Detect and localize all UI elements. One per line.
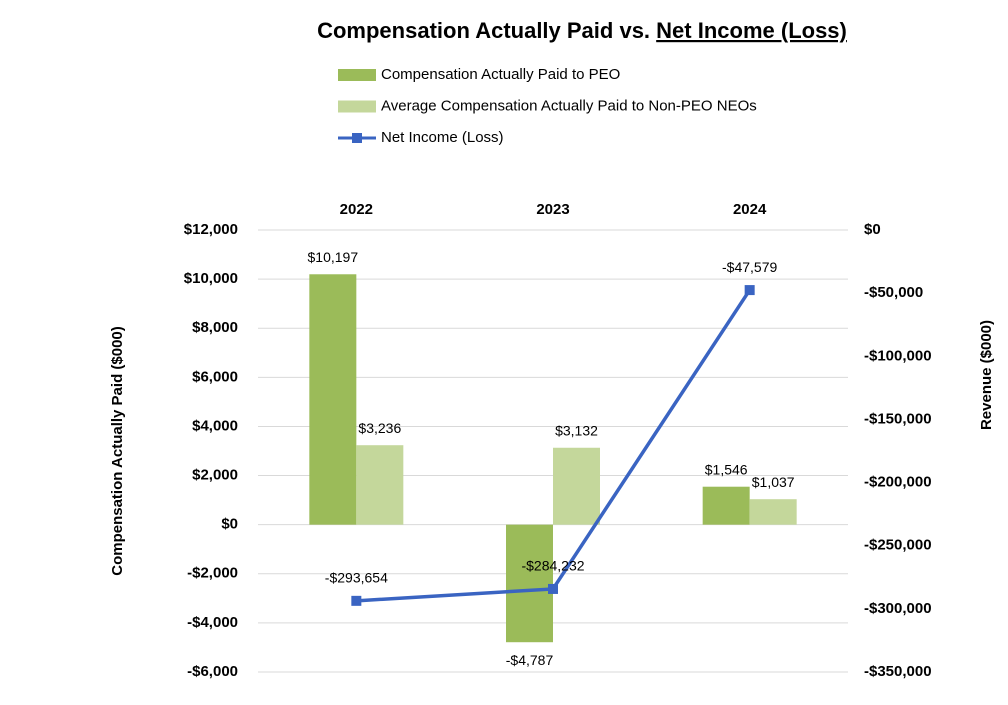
data-label: $10,197 [308,249,359,265]
legend-swatch [338,100,376,113]
title-part: Compensation Actually Paid vs. [317,18,650,43]
legend-label: Average Compensation Actually Paid to No… [381,97,757,114]
data-label: -$47,579 [722,259,777,275]
data-label: -$284,232 [521,558,584,574]
data-label: $1,037 [752,474,795,490]
y-tick-label: $6,000 [192,368,238,385]
line-marker [548,583,558,594]
title-part: Net Income (Loss) [656,18,847,43]
y-tick-label: $0 [221,516,238,533]
y2-tick-label: -$300,000 [864,600,932,617]
x-tick-label: 2022 [340,201,373,218]
y2-tick-label: -$150,000 [864,410,932,427]
y2-tick-label: -$350,000 [864,663,932,680]
data-label: -$293,654 [325,570,388,586]
y-tick-label: -$4,000 [187,614,238,631]
data-label: $1,546 [705,461,748,477]
y-tick-label: $10,000 [184,270,238,287]
chart-title: Compensation Actually Paid vs. Net Incom… [317,18,847,43]
legend-label: Compensation Actually Paid to PEO [381,66,620,83]
bar [749,499,797,525]
y2-tick-label: -$50,000 [864,284,923,301]
bar [506,524,553,643]
y-tick-label: -$6,000 [187,663,238,680]
y2-tick-label: -$200,000 [864,474,932,491]
y-tick-label: $2,000 [192,467,238,484]
y-tick-label: $4,000 [192,417,238,434]
line-marker [351,595,362,606]
y-tick-label: $12,000 [184,221,238,238]
y-axis-label: Compensation Actually Paid ($000) [109,326,126,576]
x-tick-label: 2023 [536,201,569,218]
bar [553,447,600,525]
line-marker [744,285,755,296]
y2-tick-label: $0 [864,221,881,238]
legend-marker [352,133,362,143]
bar [309,274,357,525]
data-label: $3,236 [358,420,401,436]
y2-tick-label: -$250,000 [864,537,932,554]
y-tick-label: -$2,000 [187,565,238,582]
bar [702,486,750,525]
legend-label: Net Income (Loss) [381,129,504,146]
y2-tick-label: -$100,000 [864,347,932,364]
data-label: -$4,787 [506,652,554,668]
y2-axis-label: Revenue ($000) [978,320,995,430]
x-tick-label: 2024 [733,201,767,218]
y-tick-label: $8,000 [192,319,238,336]
bar [356,445,404,525]
legend-swatch [338,69,376,81]
data-label: $3,132 [555,422,598,438]
